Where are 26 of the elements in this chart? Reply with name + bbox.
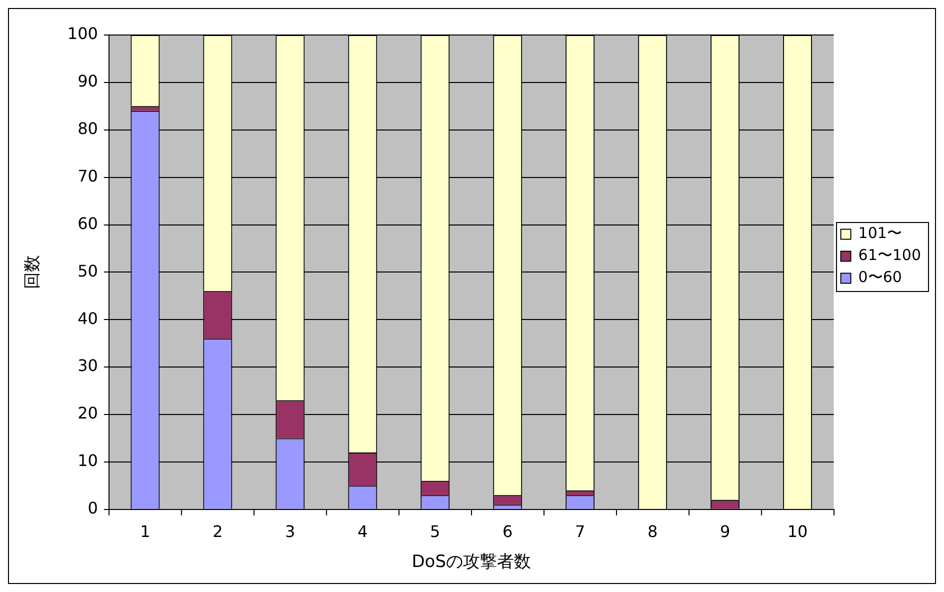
x-tick-label: 1 (140, 522, 150, 542)
y-tick-label: 30 (78, 356, 98, 376)
y-tick-label: 100 (67, 24, 98, 44)
y-tick-label: 60 (78, 214, 98, 233)
x-tick-label: 3 (285, 522, 296, 542)
y-tick-label: 80 (78, 119, 98, 138)
y-tick-label: 40 (78, 308, 98, 328)
y-axis-title: 回数 (22, 255, 43, 290)
x-tick-label: 4 (358, 522, 368, 542)
y-tick-label: 90 (78, 72, 98, 91)
y-tick-label: 70 (78, 166, 98, 186)
legend-label: 61〜100 (858, 246, 921, 264)
x-tick-label: 10 (787, 522, 808, 542)
legend-label: 0〜60 (858, 268, 902, 286)
x-tick-label: 5 (430, 522, 440, 542)
y-tick-label: 20 (78, 404, 98, 423)
x-tick-label: 7 (574, 522, 586, 542)
y-tick-label: 0 (88, 498, 98, 518)
x-tick-label: 2 (212, 522, 223, 542)
y-tick-label: 10 (78, 451, 98, 470)
x-tick-label: 8 (647, 522, 658, 542)
y-tick-label: 50 (78, 261, 98, 280)
legend-label: 101〜 (858, 224, 902, 242)
x-tick-label: 6 (502, 522, 513, 542)
x-axis-title: DoSの攻撃者数 (412, 552, 532, 572)
x-tick-label: 9 (720, 522, 730, 542)
